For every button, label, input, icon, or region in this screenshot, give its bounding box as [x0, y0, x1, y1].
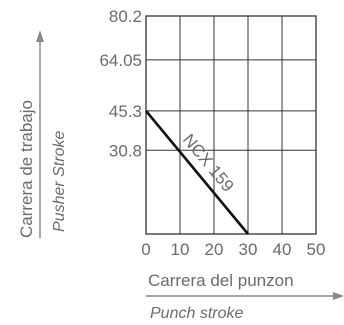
- x-tick-label: 20: [205, 240, 224, 259]
- y-axis-title-secondary: Pusher Stroke: [51, 131, 68, 232]
- y-axis-arrow-icon: [36, 30, 44, 42]
- series-line: [144, 110, 250, 235]
- x-tick-label: 50: [307, 240, 326, 259]
- plot-frame: [145, 15, 317, 235]
- y-tick-label: 45.3: [109, 102, 142, 121]
- x-tick-label: 10: [171, 240, 190, 259]
- x-tick-label: 0: [141, 240, 150, 259]
- x-tick-labels: 0 10 20 30 40 50: [141, 240, 325, 259]
- series-lines: [144, 110, 250, 235]
- grid: [145, 15, 317, 235]
- x-tick-label: 30: [239, 240, 258, 259]
- y-tick-label: 30.8: [109, 141, 142, 160]
- x-tick-label: 40: [273, 240, 292, 259]
- y-tick-labels: 30.8 45.3 64.05 80.2: [99, 7, 142, 160]
- y-tick-label: 64.05: [99, 51, 142, 70]
- x-axis-arrow-icon: [333, 292, 344, 300]
- y-tick-label: 80.2: [109, 7, 142, 26]
- x-axis-title: Carrera del punzon: [148, 271, 294, 290]
- x-axis-title-secondary: Punch stroke: [150, 305, 243, 322]
- y-axis-title: Carrera de trabajo: [17, 100, 36, 238]
